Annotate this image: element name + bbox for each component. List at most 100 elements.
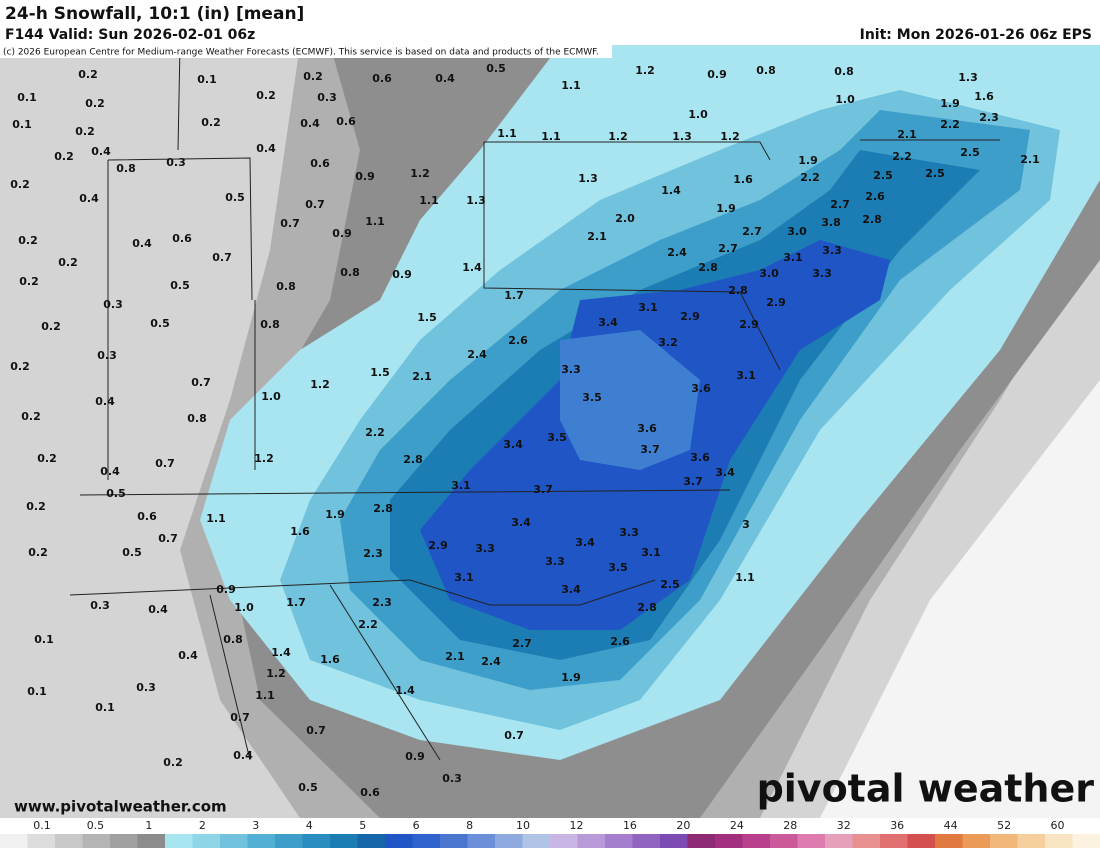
legend-tick-label: 16 bbox=[623, 819, 637, 832]
snowfall-label: 0.9 bbox=[216, 583, 236, 596]
snowfall-label: 0.7 bbox=[155, 457, 175, 470]
snowfall-label: 0.5 bbox=[225, 191, 245, 204]
snowfall-label: 2.3 bbox=[372, 596, 392, 609]
legend-swatch bbox=[688, 834, 716, 848]
snowfall-label: 2.1 bbox=[1020, 153, 1040, 166]
snowfall-label: 1.2 bbox=[266, 667, 286, 680]
snowfall-label: 1.9 bbox=[798, 154, 818, 167]
snowfall-label: 2.1 bbox=[897, 128, 917, 141]
snowfall-label: 3.1 bbox=[641, 546, 661, 559]
legend-swatch bbox=[248, 834, 276, 848]
snowfall-label: 1.3 bbox=[672, 130, 692, 143]
snowfall-label: 0.5 bbox=[170, 279, 190, 292]
snowfall-label: 0.4 bbox=[178, 649, 198, 662]
snowfall-label: 0.8 bbox=[223, 633, 243, 646]
snowfall-label: 0.7 bbox=[212, 251, 232, 264]
snowfall-label: 0.4 bbox=[233, 749, 253, 762]
snowfall-label: 2.5 bbox=[925, 167, 945, 180]
snowfall-label: 3.7 bbox=[683, 475, 703, 488]
legend-tick-label: 0.1 bbox=[33, 819, 51, 832]
snowfall-label: 3.4 bbox=[561, 583, 581, 596]
snowfall-label: 3.3 bbox=[475, 542, 495, 555]
snowfall-label: 1.2 bbox=[410, 167, 430, 180]
snowfall-label: 0.6 bbox=[360, 786, 380, 799]
snowfall-label: 0.1 bbox=[197, 73, 217, 86]
snowfall-label: 1.1 bbox=[497, 127, 517, 140]
credit: (c) 2026 European Centre for Medium-rang… bbox=[3, 48, 599, 58]
snowfall-label: 3.1 bbox=[783, 251, 803, 264]
snowfall-label: 0.5 bbox=[298, 781, 318, 794]
snowfall-label: 0.4 bbox=[256, 142, 276, 155]
snowfall-label: 3.4 bbox=[715, 466, 735, 479]
snowfall-label: 2.9 bbox=[680, 310, 700, 323]
snowfall-label: 0.5 bbox=[122, 546, 142, 559]
legend-swatch bbox=[605, 834, 633, 848]
legend-swatch bbox=[0, 834, 28, 848]
legend-tick-label: 8 bbox=[466, 819, 473, 832]
legend-tick-label: 44 bbox=[944, 819, 958, 832]
legend-tick-label: 36 bbox=[890, 819, 904, 832]
legend-tick-label: 3 bbox=[252, 819, 259, 832]
snowfall-label: 0.8 bbox=[340, 266, 360, 279]
snowfall-label: 0.5 bbox=[486, 62, 506, 75]
snowfall-label: 3.8 bbox=[821, 216, 841, 229]
snowfall-label: 3.2 bbox=[658, 336, 678, 349]
legend-swatch bbox=[1018, 834, 1046, 848]
snowfall-label: 0.4 bbox=[132, 237, 152, 250]
legend-tick-label: 0.5 bbox=[87, 819, 105, 832]
snowfall-label: 2.7 bbox=[512, 637, 532, 650]
legend-tick-label: 4 bbox=[306, 819, 313, 832]
snowfall-label: 0.2 bbox=[10, 360, 30, 373]
snowfall-label: 2.1 bbox=[587, 230, 607, 243]
snowfall-label: 0.2 bbox=[85, 97, 105, 110]
snowfall-label: 3.4 bbox=[503, 438, 523, 451]
snowfall-label: 2.2 bbox=[800, 171, 820, 184]
snowfall-label: 0.2 bbox=[78, 68, 98, 81]
snowfall-label: 3.7 bbox=[533, 483, 553, 496]
legend-swatch bbox=[28, 834, 56, 848]
snowfall-label: 2.5 bbox=[873, 169, 893, 182]
snowfall-label: 3.1 bbox=[454, 571, 474, 584]
snowfall-label: 3.1 bbox=[638, 301, 658, 314]
snowfall-label: 0.2 bbox=[163, 756, 183, 769]
snowfall-label: 1.4 bbox=[462, 261, 482, 274]
snowfall-label: 3.3 bbox=[619, 526, 639, 539]
legend-tick-label: 10 bbox=[516, 819, 530, 832]
legend-swatch bbox=[523, 834, 551, 848]
snowfall-label: 0.7 bbox=[158, 532, 178, 545]
legend-swatch bbox=[743, 834, 771, 848]
snowfall-label: 1.0 bbox=[835, 93, 855, 106]
snowfall-label: 1.1 bbox=[206, 512, 226, 525]
snowfall-label: 0.1 bbox=[95, 701, 115, 714]
snowfall-label: 0.5 bbox=[106, 487, 126, 500]
legend-tick-label: 5 bbox=[359, 819, 366, 832]
snowfall-label: 0.4 bbox=[100, 465, 120, 478]
legend-swatch bbox=[220, 834, 248, 848]
snowfall-label: 0.7 bbox=[230, 711, 250, 724]
legend-swatch bbox=[165, 834, 193, 848]
snowfall-label: 0.3 bbox=[442, 772, 462, 785]
legend-swatch bbox=[578, 834, 606, 848]
snowfall-label: 2.8 bbox=[373, 502, 393, 515]
init-time: Init: Mon 2026-01-26 06z EPS bbox=[860, 27, 1092, 43]
snowfall-label: 0.6 bbox=[137, 510, 157, 523]
snowfall-label: 0.3 bbox=[317, 91, 337, 104]
legend-swatch bbox=[798, 834, 826, 848]
snowfall-label: 2.9 bbox=[428, 539, 448, 552]
snowfall-label: 1.7 bbox=[286, 596, 306, 609]
snowfall-label: 0.1 bbox=[12, 118, 32, 131]
snowfall-label: 2.6 bbox=[610, 635, 630, 648]
snowfall-label: 0.4 bbox=[148, 603, 168, 616]
snowfall-label: 2.0 bbox=[615, 212, 635, 225]
snowfall-label: 0.7 bbox=[191, 376, 211, 389]
snowfall-label: 0.8 bbox=[834, 65, 854, 78]
snowfall-label: 1.2 bbox=[254, 452, 274, 465]
snowfall-label: 0.7 bbox=[280, 217, 300, 230]
legend-swatch bbox=[303, 834, 331, 848]
snowfall-label: 3.0 bbox=[787, 225, 807, 238]
legend-swatch bbox=[1045, 834, 1073, 848]
snowfall-label: 0.3 bbox=[90, 599, 110, 612]
snowfall-label: 1.1 bbox=[561, 79, 581, 92]
legend-swatch bbox=[770, 834, 798, 848]
